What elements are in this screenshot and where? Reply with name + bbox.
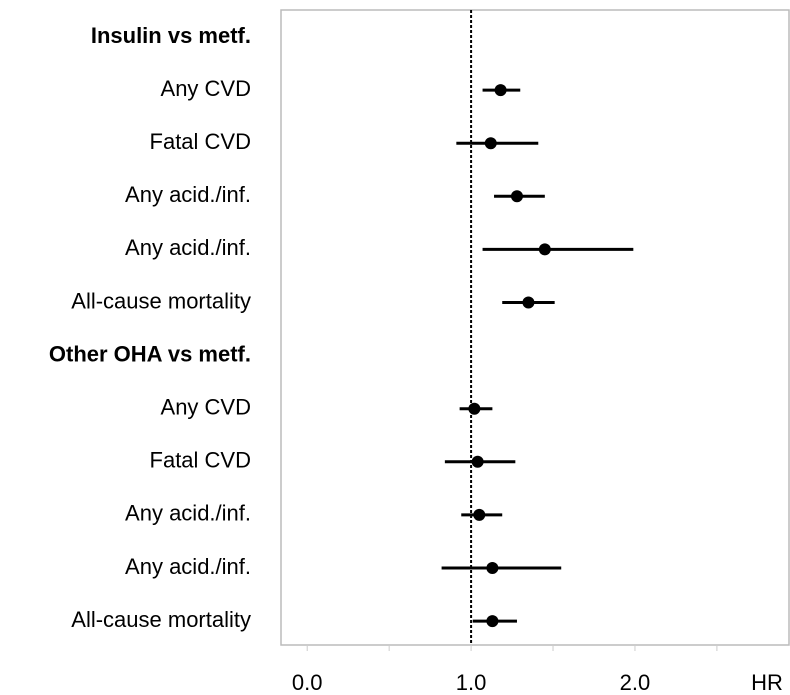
- x-tick-label: 1.0: [456, 670, 487, 695]
- point-estimate: [484, 137, 497, 150]
- group-header: Other OHA vs metf.: [49, 341, 251, 366]
- row-label: Any CVD: [161, 76, 251, 101]
- row-label: All-cause mortality: [71, 607, 251, 632]
- row-label: Any acid./inf.: [125, 501, 251, 526]
- row-label: Any acid./inf.: [125, 182, 251, 207]
- plot-frame: [280, 9, 790, 646]
- x-axis-label: HR: [751, 670, 783, 695]
- point-estimate: [494, 84, 507, 97]
- row-label: Fatal CVD: [150, 129, 251, 154]
- point-estimate: [468, 402, 481, 415]
- row-label: Any CVD: [161, 395, 251, 420]
- row-label: Any acid./inf.: [125, 235, 251, 260]
- point-estimate: [486, 562, 499, 574]
- row-label: Any acid./inf.: [125, 554, 251, 579]
- point-estimate: [522, 296, 535, 309]
- point-estimate: [473, 508, 486, 521]
- point-estimate: [538, 243, 551, 256]
- point-estimate: [471, 455, 484, 468]
- group-header: Insulin vs metf.: [91, 23, 251, 48]
- row-label: Fatal CVD: [150, 448, 251, 473]
- x-tick-label: 2.0: [620, 670, 651, 695]
- x-tick-label: 0.0: [292, 670, 323, 695]
- point-estimate: [486, 615, 499, 628]
- point-estimate: [510, 190, 523, 203]
- row-label: All-cause mortality: [71, 288, 251, 313]
